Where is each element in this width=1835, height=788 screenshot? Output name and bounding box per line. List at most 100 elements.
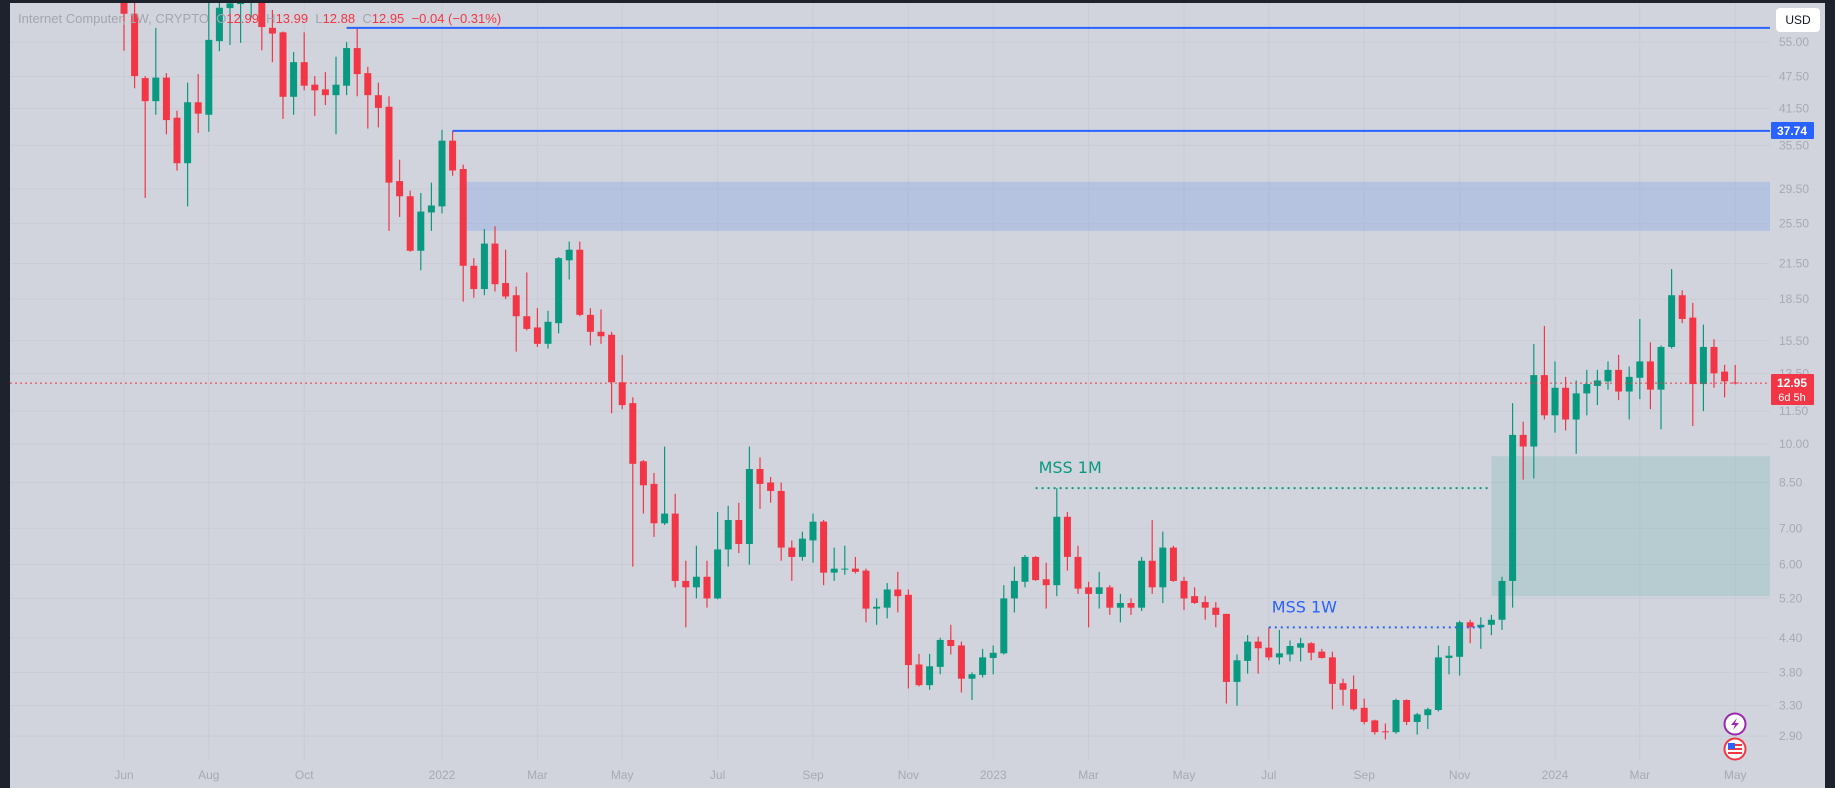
candle-down [1106,587,1114,608]
candle-down [141,78,149,102]
time-tick-label: Oct [295,768,314,782]
candle-down [1615,369,1623,392]
price-tick-label: 4.40 [1779,631,1803,645]
price-tick-label: 11.50 [1779,404,1808,418]
us-flag-icon[interactable] [1723,737,1747,761]
candle-down [597,331,605,337]
candle-down [406,196,414,251]
candle-up [1593,380,1601,386]
candle-up [226,3,234,9]
price-tick-label: 8.50 [1779,475,1803,489]
candle-down [862,570,870,609]
open-value: 12.99 [226,11,259,26]
open-label: O [216,11,227,26]
zones [463,181,1770,597]
price-tick-label: 55.00 [1779,35,1809,49]
candle-down [173,117,181,164]
price-tick-label: 15.50 [1779,334,1809,348]
candle-up [1116,602,1124,608]
candle-up [1445,655,1453,658]
candle-down [618,382,626,406]
price-tick-label: 3.80 [1779,665,1803,679]
time-tick-label: Mar [1078,768,1099,782]
time-tick-label: May [1724,768,1747,782]
candle-down [311,84,319,91]
candle-down [1201,602,1209,608]
candle-down [1678,295,1686,319]
price-axis[interactable]: 55.00 47.50 41.50 35.50 29.50 25.50 21.50 18.50… [1779,35,1809,743]
time-tick-label: Jun [114,768,133,782]
candle-down [777,490,785,548]
candle-down [1381,731,1389,733]
candle-down [300,62,308,86]
candle-down [1148,560,1156,588]
candle-up [215,7,223,42]
time-tick-label: Sep [802,768,824,782]
candle-down [650,483,658,524]
candle-up [1000,598,1008,654]
candle-up [841,568,849,570]
candle-down [820,521,828,573]
time-tick-label: May [611,768,634,782]
time-tick-label: 2023 [980,768,1007,782]
time-tick-label: Jul [1261,768,1276,782]
candle-up [427,205,435,213]
candle-up [968,674,976,679]
candle-up [565,249,573,261]
level-price-tag: 37.74 [1777,124,1807,138]
candle-down [1689,317,1697,385]
price-tick-label: 6.00 [1779,558,1803,572]
candle-up [1434,657,1442,711]
candle-up [438,140,446,207]
candle-up [1572,393,1580,420]
candle-up [205,39,213,115]
candle-down [1710,346,1718,374]
candle-up [480,243,488,290]
candle-down [321,89,329,96]
candle-down [470,265,478,290]
price-tick-label: 5.20 [1779,591,1803,605]
candle-up [661,513,669,524]
candle-down [279,32,287,97]
change-value: −0.04 (−0.31%) [411,11,502,26]
exchange: CRYPTO [155,11,210,26]
candle-down [268,27,276,34]
top-frame [0,0,1835,3]
level-price-tag-bg [1771,122,1814,139]
price-tick-label: 10.00 [1779,437,1809,451]
time-tick-label: May [1173,768,1196,782]
candle-down [671,513,679,581]
candle-up [417,211,425,251]
time-axis[interactable]: Jun Aug Oct 2022 Mar May Jul Sep Nov 2023 Mar May Ju… [114,768,1746,782]
candle-down [851,568,859,572]
candle-down [1307,643,1315,653]
candle-up [1053,516,1061,586]
candle-up [184,102,192,164]
symbol-legend: Internet Computer, 1W, CRYPTO O12.99 H13… [18,11,502,26]
left-frame [0,0,10,788]
low-value: 12.88 [322,11,356,26]
interval: 1W [129,11,149,26]
price-tags: 37.74 12.95 6d 5h [1771,122,1814,405]
candle-up [1509,434,1517,581]
candle-down [576,249,584,315]
candle-up [1530,375,1538,447]
candle-down [1180,580,1188,599]
candle-down [767,482,775,491]
candle-down [1074,556,1082,589]
candle-up [1583,384,1591,394]
currency-button[interactable]: USD [1776,8,1820,32]
candle-up [1244,641,1252,661]
lightning-icon[interactable] [1723,712,1747,736]
candle-down [459,169,467,266]
candle-down [915,664,923,686]
bar-countdown: 6d 5h [1778,392,1806,404]
candle-up [798,538,806,557]
candle-up [152,77,160,102]
candle-up [1498,580,1506,620]
price-tick-label: 21.50 [1779,257,1809,271]
candle-down [353,48,361,75]
candle-up [1699,346,1707,385]
candle-up [555,258,563,324]
